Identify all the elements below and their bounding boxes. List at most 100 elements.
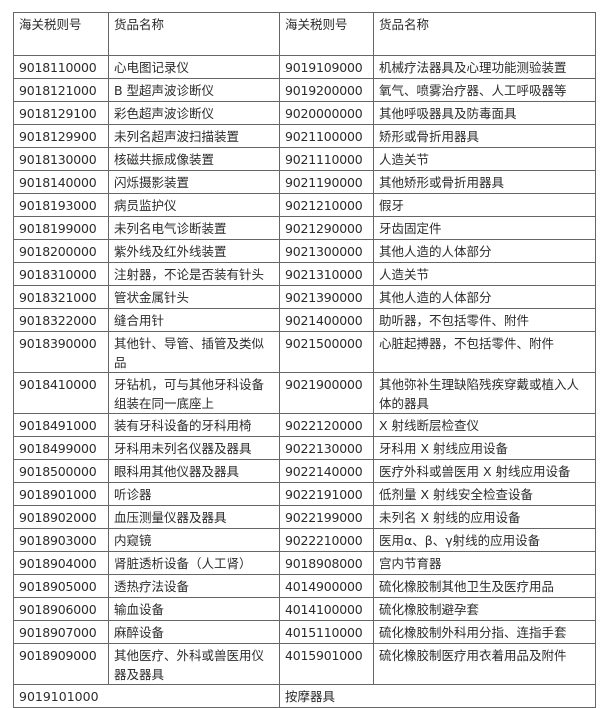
goods-name-cell: 内窥镜 — [108, 528, 280, 552]
tariff-code-cell: 9021900000 — [279, 372, 374, 414]
goods-name-cell: 医疗外科或兽医用 X 射线应用设备 — [373, 459, 596, 483]
tariff-code-cell: 9022120000 — [279, 413, 374, 437]
table-row: 9018129900 未列名超声波扫描装置 9021100000 矫形或骨折用器具 — [13, 124, 596, 148]
tariff-code-cell: 9018906000 — [13, 597, 109, 621]
tariff-code-cell: 9021110000 — [279, 147, 374, 171]
tariff-code-cell: 9022199000 — [279, 505, 374, 529]
goods-name-cell: 人造关节 — [373, 262, 596, 286]
table-row: 9018322000 缝合用针 9021400000 助听器，不包括零件、附件 — [13, 308, 596, 332]
table-row: 9018199000 未列名电气诊断装置 9021290000 牙齿固定件 — [13, 216, 596, 240]
goods-name-cell: 注射器，不论是否装有针头 — [108, 262, 280, 286]
table-row: 9018904000 肾脏透析设备（人工肾） 9018908000 宫内节育器 — [13, 551, 596, 575]
tariff-code-cell: 9018140000 — [13, 170, 109, 194]
tariff-code-cell: 9022191000 — [279, 482, 374, 506]
goods-name-cell: 医用α、β、γ射线的应用设备 — [373, 528, 596, 552]
goods-name-cell: 硫化橡胶制避孕套 — [373, 597, 596, 621]
goods-name-cell: 听诊器 — [108, 482, 280, 506]
goods-name-cell: 氧气、喷雾治疗器、人工呼吸器等 — [373, 78, 596, 102]
goods-name-cell: 机械疗法器具及心理功能测验装置 — [373, 55, 596, 79]
tariff-code-cell: 9018901000 — [13, 482, 109, 506]
table-row: 9018410000 牙钻机，可与其他牙科设备组装在同一底座上 9021900000… — [13, 372, 596, 414]
table-row: 9018500000 眼科用其他仪器及器具 9022140000 医疗外科或兽医用 X… — [13, 459, 596, 483]
table-row: 9018907000 麻醉设备 4015110000 硫化橡胶制外科用分指、连指手套 — [13, 620, 596, 644]
tariff-code-cell: 9021500000 — [279, 331, 374, 373]
tariff-code-cell: 9021210000 — [279, 193, 374, 217]
goods-name-cell: 硫化橡胶制医疗用衣着用品及附件 — [373, 643, 596, 685]
table-row: 9018906000 输血设备 4014100000 硫化橡胶制避孕套 — [13, 597, 596, 621]
table-row: 9018110000 心电图记录仪 9019109000 机械疗法器具及心理功能测验装… — [13, 55, 596, 79]
tariff-code-cell: 4015901000 — [279, 643, 374, 685]
header-tariff-code: 海关税则号 — [279, 12, 374, 56]
header-row: 海关税则号 货品名称 海关税则号 货品名称 — [13, 12, 596, 56]
tariff-code-cell: 9018129100 — [13, 101, 109, 125]
tariff-code-cell: 9018908000 — [279, 551, 374, 575]
goods-name-cell: 闪烁摄影装置 — [108, 170, 280, 194]
tariff-code-cell: 9018310000 — [13, 262, 109, 286]
goods-name-cell: X 射线断层检查仪 — [373, 413, 596, 437]
goods-name-cell: 低剂量 X 射线安全检查设备 — [373, 482, 596, 506]
tariff-code-cell: 9022140000 — [279, 459, 374, 483]
goods-name-cell: 硫化橡胶制其他卫生及医疗用品 — [373, 574, 596, 598]
goods-name-cell: 假牙 — [373, 193, 596, 217]
goods-name-cell: 牙钻机，可与其他牙科设备组装在同一底座上 — [108, 372, 280, 414]
goods-name-cell: 其他弥补生理缺陷残疾穿戴或植入人体的器具 — [373, 372, 596, 414]
table-row: 9019101000 按摩器具 — [13, 684, 596, 708]
tariff-code-cell: 9018129900 — [13, 124, 109, 148]
tariff-code-cell: 9022210000 — [279, 528, 374, 552]
goods-name-cell: 病员监护仪 — [108, 193, 280, 217]
goods-name-cell: 其他矫形或骨折用器具 — [373, 170, 596, 194]
goods-name-cell: 牙齿固定件 — [373, 216, 596, 240]
goods-name-cell: 硫化橡胶制外科用分指、连指手套 — [373, 620, 596, 644]
goods-name-cell: 牙科用 X 射线应用设备 — [373, 436, 596, 460]
table-row: 9018491000 装有牙科设备的牙科用椅 9022120000 X 射线断层检查仪 — [13, 413, 596, 437]
table-row: 9018902000 血压测量仪器及器具 9022199000 未列名 X 射线的应用… — [13, 505, 596, 529]
header-goods-name: 货品名称 — [108, 12, 280, 56]
tariff-code-cell: 9018410000 — [13, 372, 109, 414]
header-tariff-code: 海关税则号 — [13, 12, 109, 56]
table-row: 9018193000 病员监护仪 9021210000 假牙 — [13, 193, 596, 217]
goods-name-cell: 管状金属针头 — [108, 285, 280, 309]
goods-name-cell: 牙科用未列名仪器及器具 — [108, 436, 280, 460]
table-row: 9018310000 注射器，不论是否装有针头 9021310000 人造关节 — [13, 262, 596, 286]
goods-name-cell: 心脏起搏器，不包括零件、附件 — [373, 331, 596, 373]
goods-name-cell: 人造关节 — [373, 147, 596, 171]
table-row: 9018321000 管状金属针头 9021390000 其他人造的人体部分 — [13, 285, 596, 309]
tariff-code-cell: 9021300000 — [279, 239, 374, 263]
tariff-code-cell: 9018200000 — [13, 239, 109, 263]
tariff-code-cell: 9018193000 — [13, 193, 109, 217]
tariff-code-cell: 9019200000 — [279, 78, 374, 102]
table-row: 9018903000 内窥镜 9022210000 医用α、β、γ射线的应用设备 — [13, 528, 596, 552]
tariff-code-cell: 9018902000 — [13, 505, 109, 529]
goods-name-cell: 未列名 X 射线的应用设备 — [373, 505, 596, 529]
table-row: 9018200000 紫外线及红外线装置 9021300000 其他人造的人体部分 — [13, 239, 596, 263]
table-row: 9018121000 B 型超声波诊断仪 9019200000 氧气、喷雾治疗器、人工… — [13, 78, 596, 102]
goods-name-cell: 矫形或骨折用器具 — [373, 124, 596, 148]
table-row: 9018905000 透热疗法设备 4014900000 硫化橡胶制其他卫生及医疗用品 — [13, 574, 596, 598]
tariff-code-cell: 9021190000 — [279, 170, 374, 194]
tariff-code-cell: 9018121000 — [13, 78, 109, 102]
tariff-code-cell: 9021310000 — [279, 262, 374, 286]
goods-name-cell: 未列名超声波扫描装置 — [108, 124, 280, 148]
tariff-code-cell: 9021390000 — [279, 285, 374, 309]
goods-name-cell: 缝合用针 — [108, 308, 280, 332]
tariff-code-cell: 9018500000 — [13, 459, 109, 483]
goods-name-cell: 未列名电气诊断装置 — [108, 216, 280, 240]
goods-name-cell: 宫内节育器 — [373, 551, 596, 575]
tariff-code-cell: 9018390000 — [13, 331, 109, 373]
tariff-code-cell: 9018905000 — [13, 574, 109, 598]
goods-name-cell: 其他人造的人体部分 — [373, 285, 596, 309]
tariff-code-cell: 9018321000 — [13, 285, 109, 309]
goods-name-cell: 肾脏透析设备（人工肾） — [108, 551, 280, 575]
tariff-code-cell: 9018491000 — [13, 413, 109, 437]
goods-name-cell: 麻醉设备 — [108, 620, 280, 644]
goods-name-cell: 按摩器具 — [279, 684, 596, 708]
tariff-code-cell: 9018199000 — [13, 216, 109, 240]
goods-name-cell: 透热疗法设备 — [108, 574, 280, 598]
tariff-code-cell: 9019109000 — [279, 55, 374, 79]
tariff-code-cell: 4014900000 — [279, 574, 374, 598]
tariff-code-cell: 9018499000 — [13, 436, 109, 460]
tariff-code-cell: 9018110000 — [13, 55, 109, 79]
goods-name-cell: 彩色超声波诊断仪 — [108, 101, 280, 125]
table-row: 9018140000 闪烁摄影装置 9021190000 其他矫形或骨折用器具 — [13, 170, 596, 194]
tariff-code-cell: 9018907000 — [13, 620, 109, 644]
